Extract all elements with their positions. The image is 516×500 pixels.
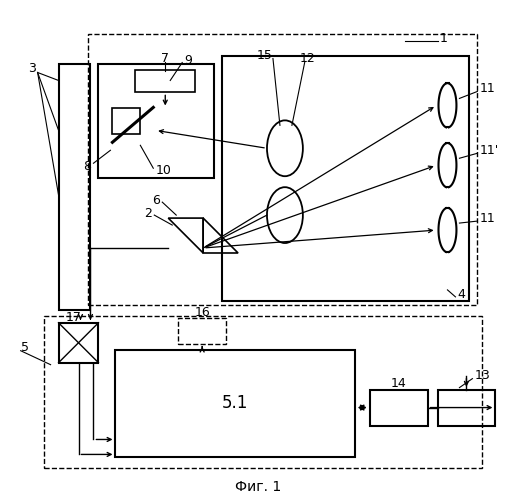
Text: 6: 6 [152,194,160,206]
Text: 17: 17 [66,312,82,324]
Text: 13: 13 [474,369,490,382]
Bar [43,316,482,468]
Text: 4: 4 [458,288,465,302]
Bar [135,70,195,92]
Bar [438,390,495,426]
Text: 8: 8 [84,160,91,172]
Text: 14: 14 [391,377,407,390]
Bar [99,64,214,178]
Bar [369,390,428,426]
Text: 15: 15 [257,49,273,62]
Bar [178,318,226,344]
Text: Фиг. 1: Фиг. 1 [235,480,281,494]
Text: 2: 2 [144,206,152,220]
Bar [222,56,470,301]
Text: 11: 11 [479,212,495,224]
Text: 10: 10 [155,164,171,176]
Text: 5.1: 5.1 [222,394,248,411]
Text: 5: 5 [21,341,29,354]
Text: 3: 3 [28,62,36,75]
Bar [116,350,354,458]
Text: 7: 7 [162,52,169,65]
Text: 1: 1 [440,32,447,45]
Bar [112,108,140,134]
Bar [88,34,477,305]
Bar [58,323,99,362]
Text: 12: 12 [300,52,316,65]
Text: 11: 11 [479,82,495,95]
Text: 9: 9 [184,54,192,67]
Bar [58,64,90,310]
Text: 16: 16 [195,306,210,320]
Text: 11': 11' [479,144,498,157]
